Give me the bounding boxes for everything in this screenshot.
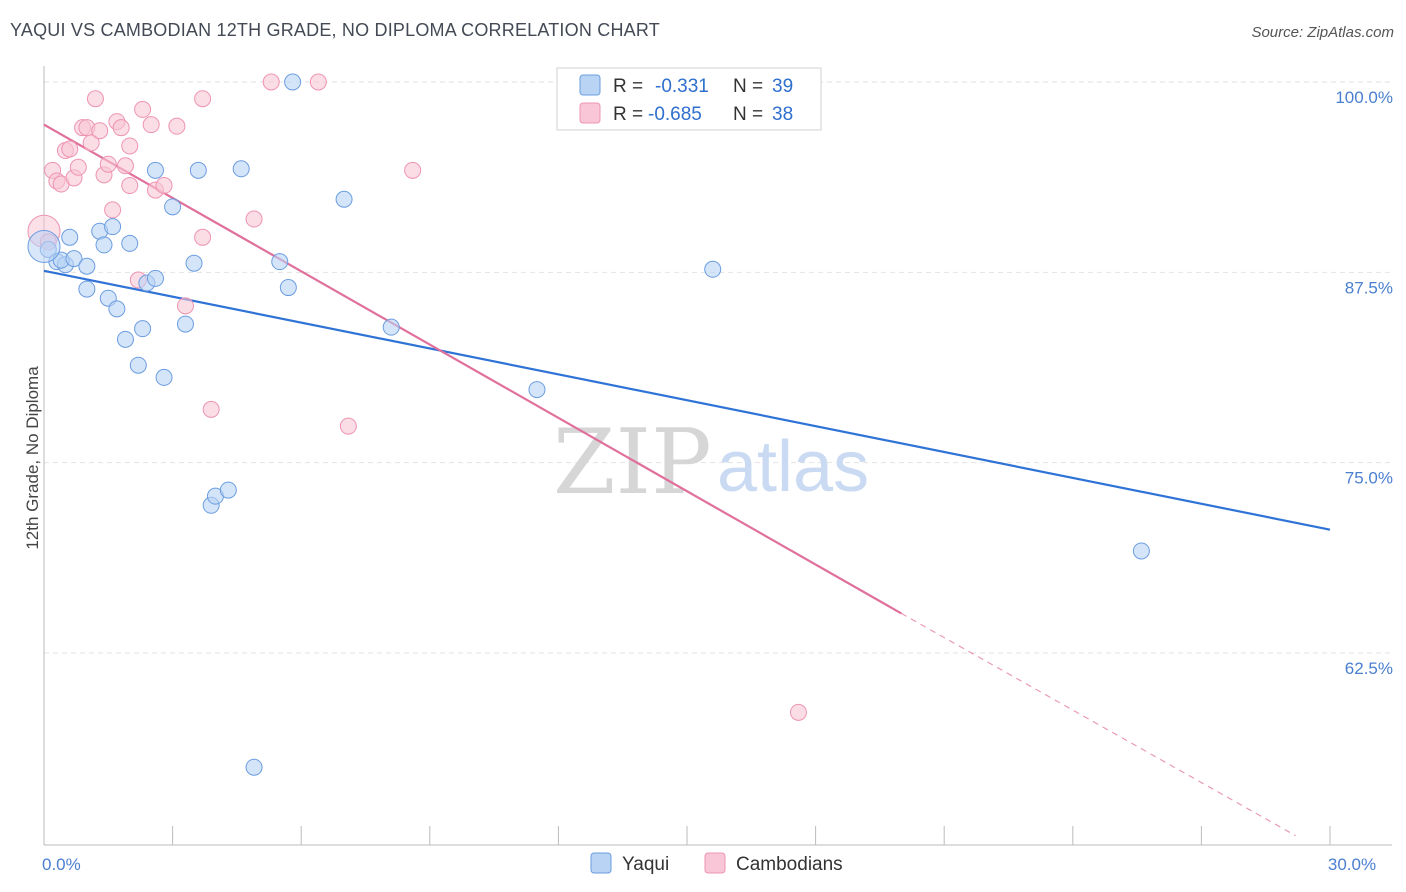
point-yaqui xyxy=(27,229,61,263)
point-camb xyxy=(339,417,357,435)
y-tick-label: 75.0% xyxy=(1345,469,1393,488)
point-camb xyxy=(245,210,263,228)
x-tick-label: 30.0% xyxy=(1328,855,1376,874)
legend-n-label-yaqui: N = xyxy=(733,76,763,97)
data-points xyxy=(27,73,1150,776)
point-camb xyxy=(309,73,327,91)
y-tick-label: 100.0% xyxy=(1335,88,1393,107)
bottom-legend-swatch-camb xyxy=(704,852,726,874)
point-yaqui xyxy=(129,356,147,374)
trend-line-yaqui xyxy=(43,269,1331,531)
point-yaqui xyxy=(121,234,139,252)
chart-title: YAQUI VS CAMBODIAN 12TH GRADE, NO DIPLOM… xyxy=(10,20,660,40)
legend: R = -0.331 N = 39 R = -0.685 N = 38 xyxy=(556,67,822,131)
y-tick-label: 87.5% xyxy=(1345,278,1393,297)
legend-r-label-yaqui: R = xyxy=(613,76,643,97)
trend-lines xyxy=(43,123,1331,837)
point-camb xyxy=(202,400,220,418)
axes: 100.0% 87.5% 75.0% 62.5% 0.0% 30.0% xyxy=(42,66,1393,874)
legend-n-value-yaqui: 39 xyxy=(772,76,793,97)
point-yaqui xyxy=(104,218,122,236)
legend-swatch-camb xyxy=(579,102,601,124)
point-yaqui xyxy=(61,228,79,246)
point-yaqui xyxy=(284,73,302,91)
watermark-zip: ZIP xyxy=(553,410,712,515)
point-camb xyxy=(61,140,79,158)
legend-r-value-yaqui: -0.331 xyxy=(655,76,709,97)
point-yaqui xyxy=(65,250,83,268)
x-tick-label: 0.0% xyxy=(42,855,81,874)
point-camb xyxy=(121,177,139,195)
point-yaqui xyxy=(335,190,353,208)
point-yaqui xyxy=(271,253,289,271)
point-camb xyxy=(104,201,122,219)
point-yaqui xyxy=(219,481,237,499)
point-yaqui xyxy=(146,269,164,287)
point-camb xyxy=(142,116,160,134)
source-label: Source: ZipAtlas.com xyxy=(1251,24,1394,41)
point-camb xyxy=(86,90,104,108)
point-yaqui xyxy=(528,381,546,399)
trend-line-extension-camb xyxy=(901,612,1297,837)
bottom-legend-camb: Cambodians xyxy=(736,854,843,875)
point-yaqui xyxy=(279,279,297,297)
point-yaqui xyxy=(189,161,207,179)
point-yaqui xyxy=(146,161,164,179)
bottom-legend-swatch-yaqui xyxy=(590,852,612,874)
point-yaqui xyxy=(245,758,263,776)
point-yaqui xyxy=(185,254,203,272)
point-camb xyxy=(194,228,212,246)
point-camb xyxy=(69,158,87,176)
point-yaqui xyxy=(78,257,96,275)
bottom-legend-yaqui: Yaqui xyxy=(622,854,669,875)
point-camb xyxy=(194,90,212,108)
watermark: ZIP atlas xyxy=(553,410,869,515)
point-yaqui xyxy=(108,300,126,318)
point-camb xyxy=(82,134,100,152)
point-camb xyxy=(121,137,139,155)
point-camb xyxy=(155,177,173,195)
point-yaqui xyxy=(704,260,722,278)
legend-r-value-camb: -0.685 xyxy=(648,104,702,125)
point-camb xyxy=(112,119,130,137)
point-yaqui xyxy=(382,318,400,336)
legend-r-label-camb: R = xyxy=(613,104,643,125)
legend-box xyxy=(556,67,822,131)
point-camb xyxy=(404,161,422,179)
point-camb xyxy=(789,703,807,721)
point-yaqui xyxy=(116,330,134,348)
y-axis-label: 12th Grade, No Diploma xyxy=(23,366,42,550)
point-camb xyxy=(262,73,280,91)
point-yaqui xyxy=(155,368,173,386)
point-camb xyxy=(134,100,152,118)
point-camb xyxy=(91,122,109,140)
point-yaqui xyxy=(1132,542,1150,560)
point-yaqui xyxy=(95,236,113,254)
bottom-legend: Yaqui Cambodians xyxy=(590,852,843,875)
point-camb xyxy=(116,157,134,175)
legend-n-value-camb: 38 xyxy=(772,104,793,125)
legend-n-label-camb: N = xyxy=(733,104,763,125)
point-yaqui xyxy=(232,160,250,178)
point-camb xyxy=(168,117,186,135)
point-yaqui xyxy=(164,198,182,216)
point-camb xyxy=(99,155,117,173)
trend-line-camb xyxy=(43,123,902,615)
point-yaqui xyxy=(134,320,152,338)
point-yaqui xyxy=(176,315,194,333)
point-camb xyxy=(176,297,194,315)
watermark-atlas: atlas xyxy=(717,427,869,507)
point-yaqui xyxy=(78,280,96,298)
y-tick-label: 62.5% xyxy=(1345,659,1393,678)
legend-swatch-yaqui xyxy=(579,74,601,96)
